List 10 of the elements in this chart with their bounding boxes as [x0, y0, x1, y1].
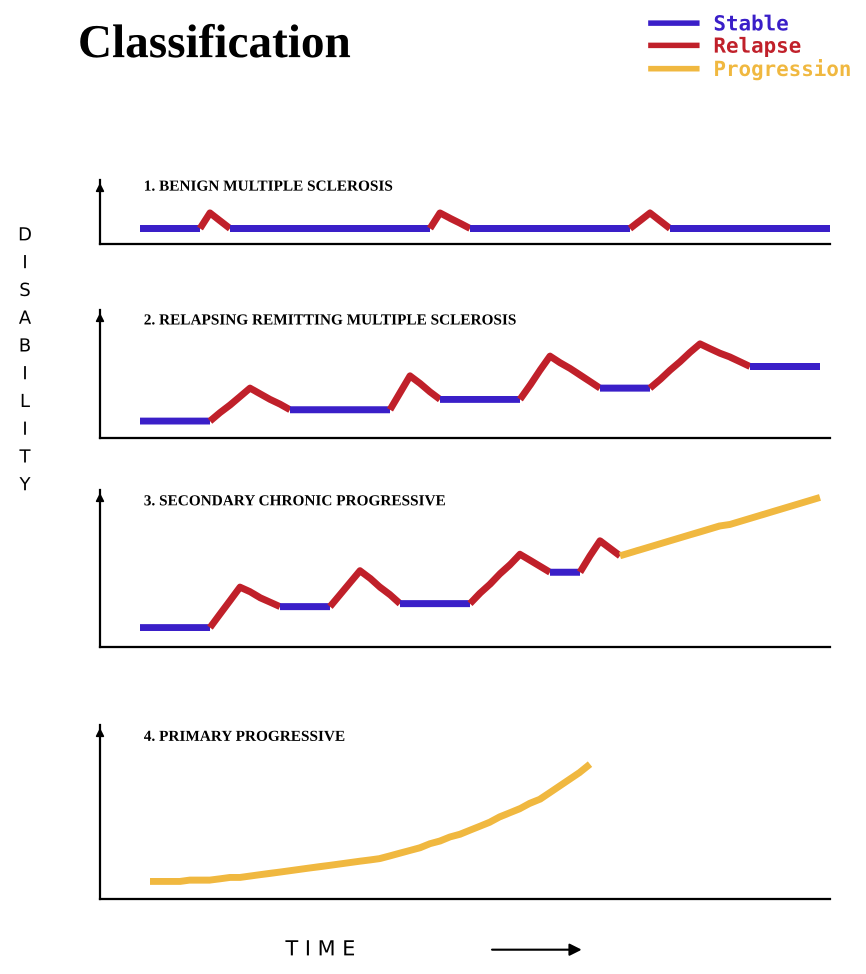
chart-subtitle: 1. BENIGN MULTIPLE SCLEROSIS [145, 180, 392, 191]
text: DISABILITY [18, 227, 32, 490]
chart-subtitle: 2. RELAPSING REMITTING MULTIPLE SCLEROSIS [144, 314, 516, 325]
legend-label: Relapse [714, 36, 800, 57]
legend-label: Stable [714, 14, 788, 31]
chart-title: Classification [80, 24, 350, 58]
x-axis-title: T I M E [285, 940, 354, 956]
chart-subtitle: 3. SECONDARY CHRONIC PROGRESSIVE [144, 495, 445, 506]
chart-subtitle: 4. PRIMARY PROGRESSIVE [144, 730, 344, 742]
legend-label: Progression [715, 59, 850, 80]
